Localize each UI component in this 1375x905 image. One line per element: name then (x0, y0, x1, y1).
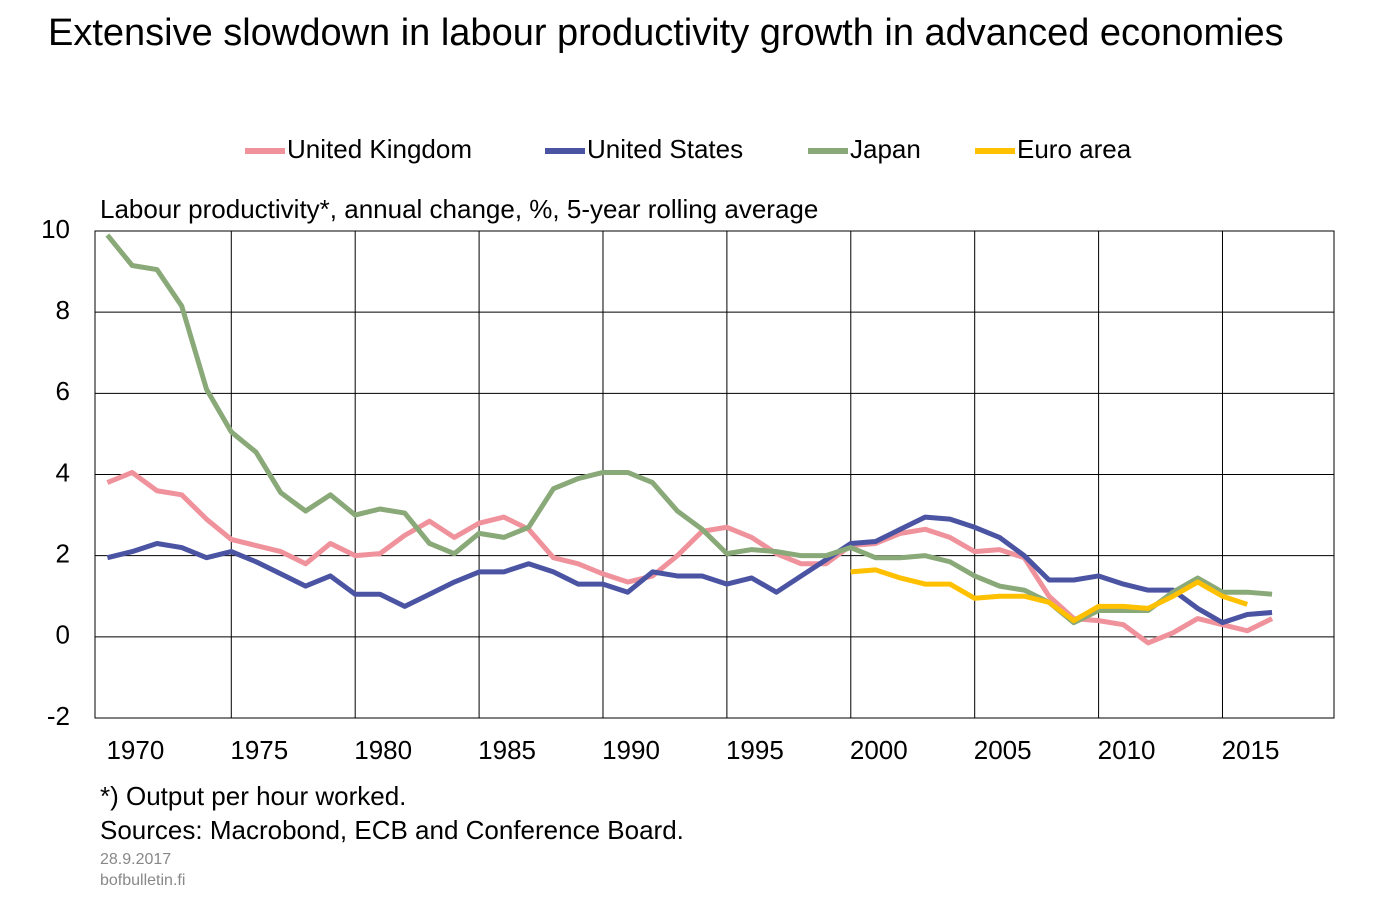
legend-label: Japan (850, 134, 921, 164)
x-tick-label: 1995 (726, 735, 784, 765)
y-tick-label: 6 (56, 376, 70, 406)
y-tick-label: 8 (56, 295, 70, 325)
series-line (106, 469, 1274, 646)
legend-label: Euro area (1017, 134, 1132, 164)
series-line (106, 514, 1273, 626)
x-tick-label: 2005 (974, 735, 1032, 765)
x-tick-label: 1980 (354, 735, 412, 765)
sources: Sources: Macrobond, ECB and Conference B… (100, 815, 684, 845)
site: bofbulletin.fi (100, 872, 185, 889)
footnote: *) Output per hour worked. (100, 781, 406, 811)
series-line (850, 567, 1249, 624)
series-line (105, 233, 1273, 626)
x-tick-label: 1970 (106, 735, 164, 765)
legend-label: United States (587, 134, 743, 164)
chart-title: Extensive slowdown in labour productivit… (48, 12, 1284, 54)
x-tick-label: 2010 (1098, 735, 1156, 765)
x-tick-label: 2015 (1222, 735, 1280, 765)
x-tick-label: 2000 (850, 735, 908, 765)
y-tick-label: 0 (56, 620, 70, 650)
x-tick-label: 1975 (230, 735, 288, 765)
y-tick-label: 4 (56, 457, 70, 487)
axis-label: Labour productivity*, annual change, %, … (100, 194, 818, 224)
legend-label: United Kingdom (287, 134, 472, 164)
x-tick-label: 1990 (602, 735, 660, 765)
y-tick-label: 2 (56, 539, 70, 569)
date: 28.9.2017 (100, 851, 171, 868)
y-tick-label: -2 (47, 701, 70, 731)
x-tick-label: 1985 (478, 735, 536, 765)
title-box: Extensive slowdown in labour productivit… (48, 12, 1284, 54)
y-tick-label: 10 (41, 214, 70, 244)
